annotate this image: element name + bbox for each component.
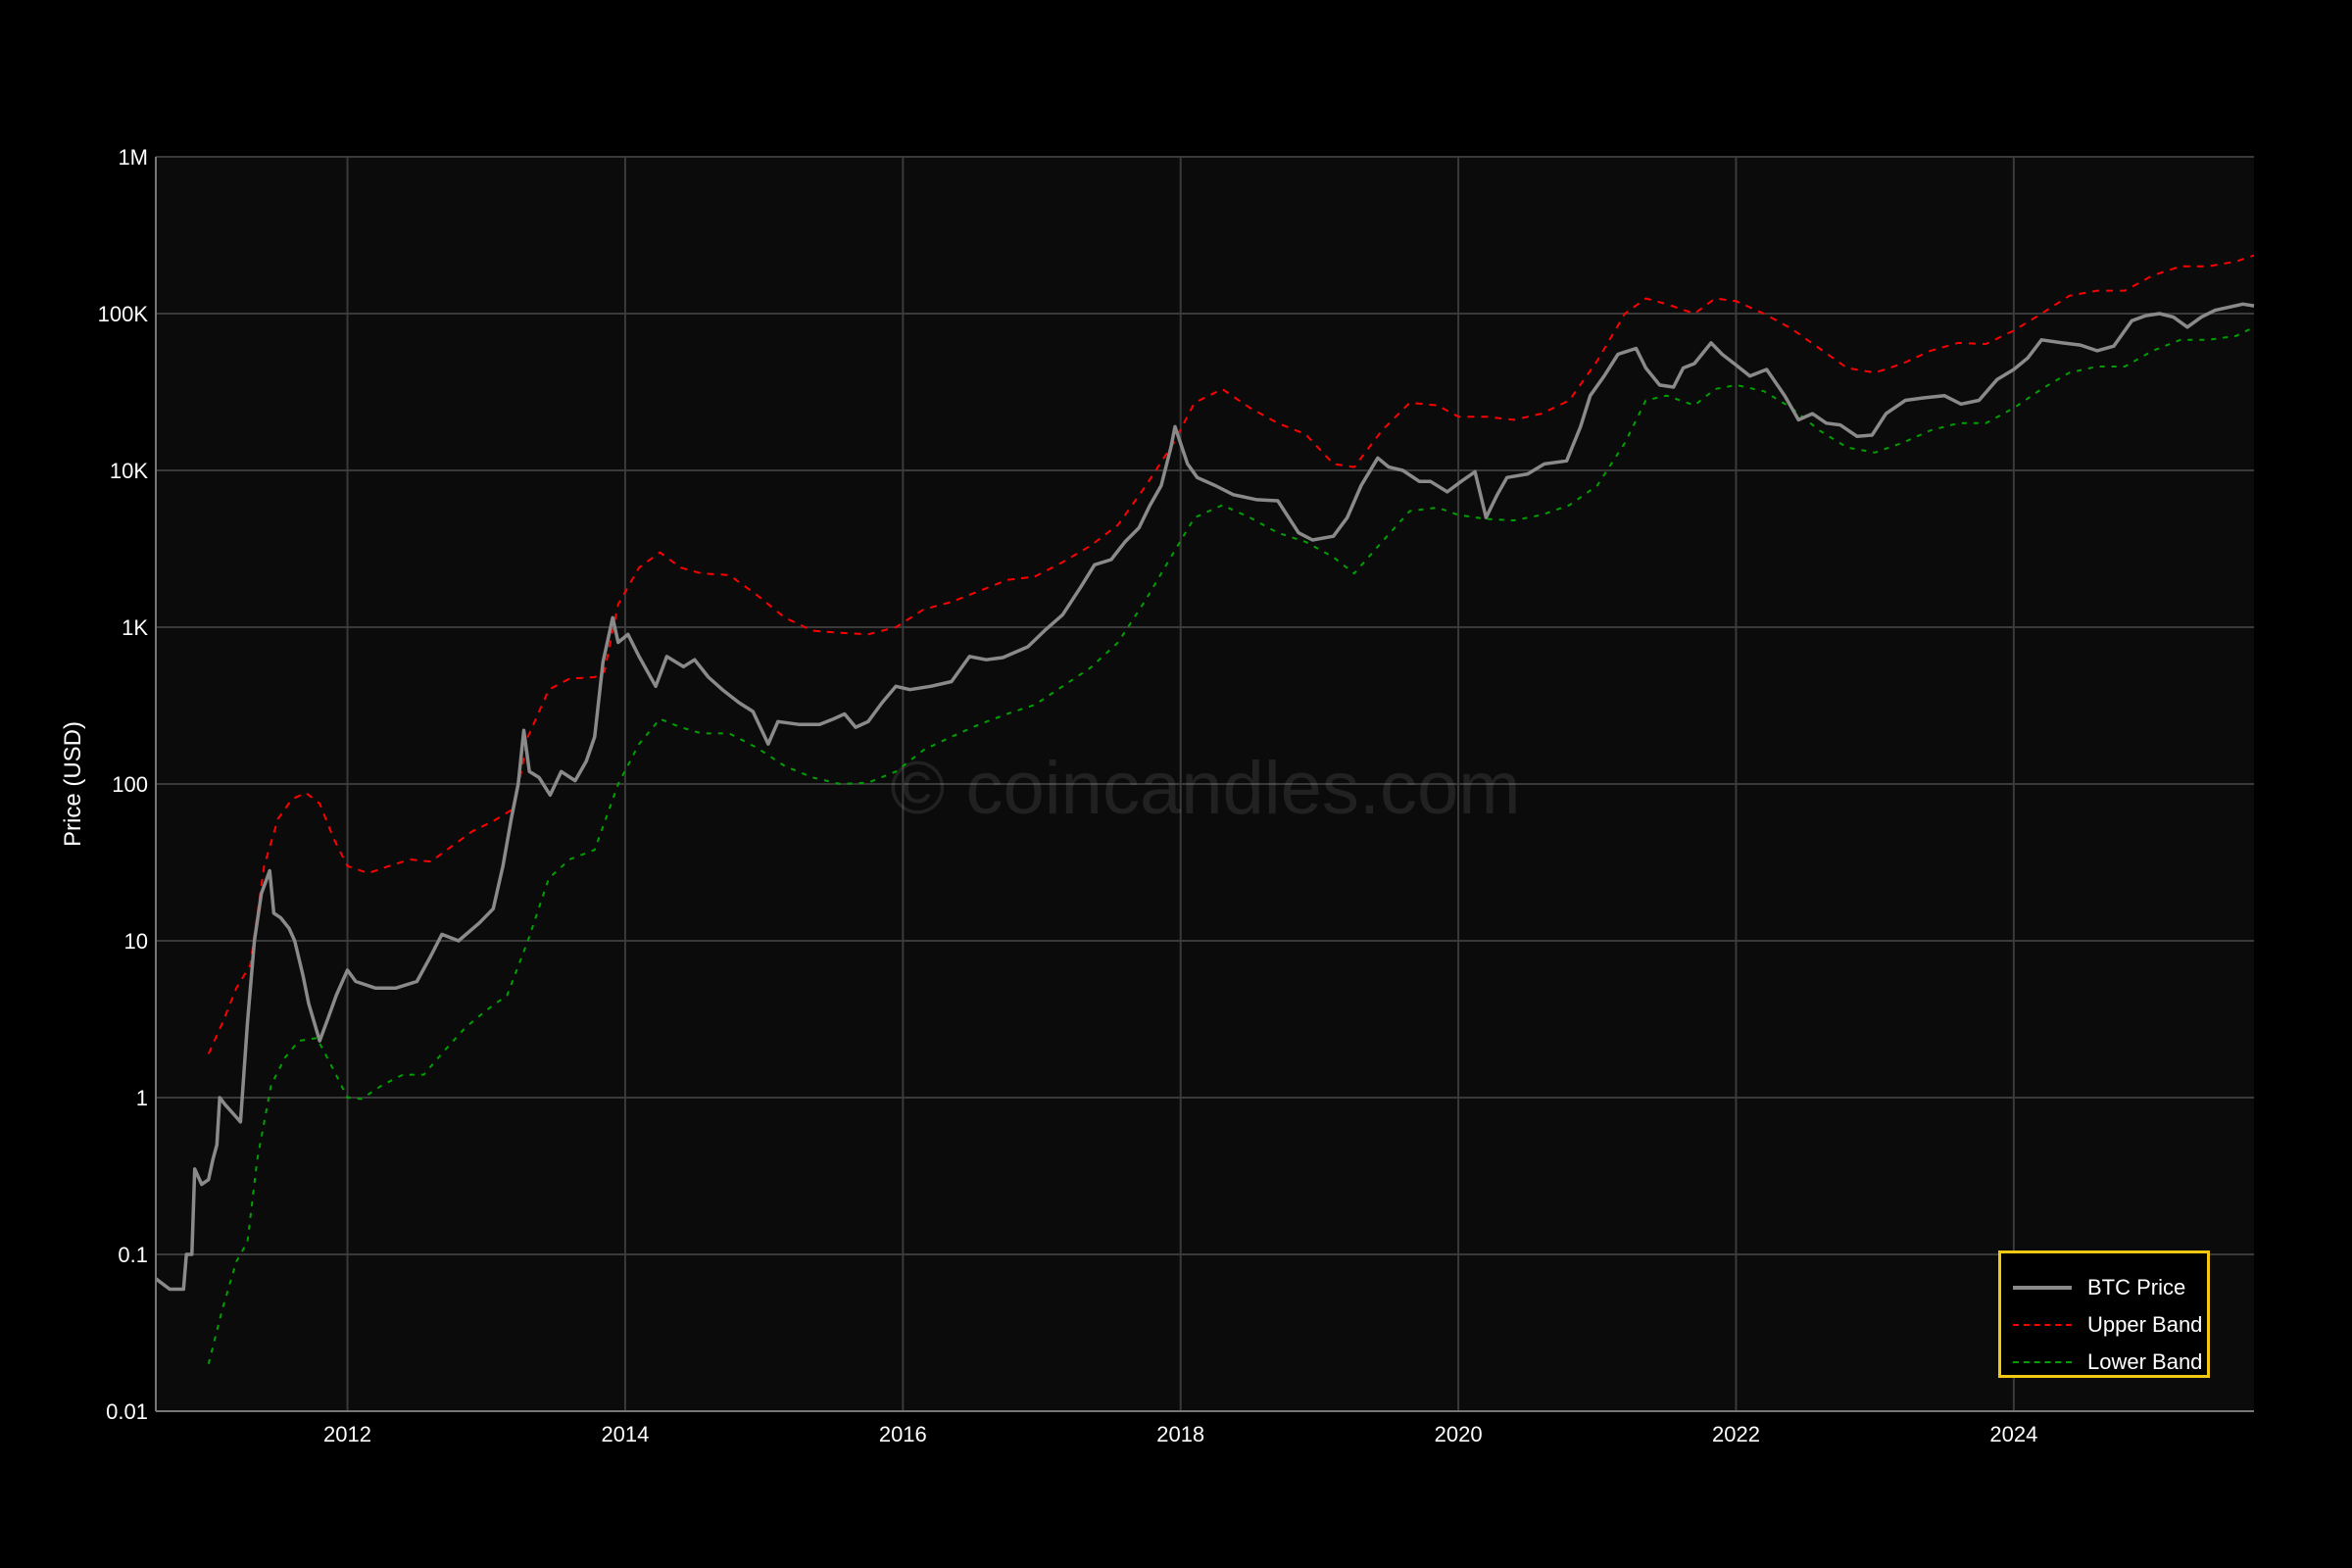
legend-dashed-line-icon [2013,1361,2072,1363]
x-axis-ticks: 2012 2014 2016 2018 2020 2022 2024 [323,1422,2037,1446]
y-tick-label: 1 [136,1086,148,1110]
x-tick-label: 2018 [1156,1422,1204,1446]
legend-item-upper-band[interactable]: Upper Band [2001,1310,2202,1340]
upper-band-line [207,254,2255,1054]
y-axis-title: Price (USD) [60,721,86,847]
legend-item-lower-band[interactable]: Lower Band [2001,1348,2202,1377]
x-tick-label: 2014 [601,1422,649,1446]
grid-lines [156,156,2254,1411]
chart-series [154,254,2255,1365]
watermark: © coincandles.com [890,747,1520,830]
x-tick-label: 2020 [1435,1422,1483,1446]
y-tick-label: 100K [98,302,149,326]
y-tick-label: 0.01 [106,1399,148,1424]
legend-label: BTC Price [2087,1275,2186,1299]
x-tick-label: 2024 [1989,1422,2037,1446]
y-axis-ticks: 0.01 0.1 1 10 100 1K 10K 100K 1M [98,145,149,1424]
y-tick-label: 1K [122,615,148,640]
legend-label: Lower Band [2087,1349,2203,1374]
btc-price-line [154,302,2255,1292]
y-tick-label: 10 [124,929,148,954]
legend-dashed-line-icon [2013,1324,2072,1326]
x-tick-label: 2012 [323,1422,371,1446]
y-tick-label: 1M [118,145,148,170]
y-tick-label: 0.1 [118,1243,148,1267]
legend: BTC Price Upper Band Lower Band [1998,1250,2210,1378]
legend-item-btc-price[interactable]: BTC Price [2001,1273,2185,1302]
x-tick-label: 2016 [879,1422,927,1446]
y-tick-label: 10K [110,459,148,483]
y-tick-label: 100 [112,772,148,797]
legend-solid-line-icon [2013,1286,2072,1290]
x-tick-label: 2022 [1712,1422,1760,1446]
legend-label: Upper Band [2087,1312,2203,1337]
